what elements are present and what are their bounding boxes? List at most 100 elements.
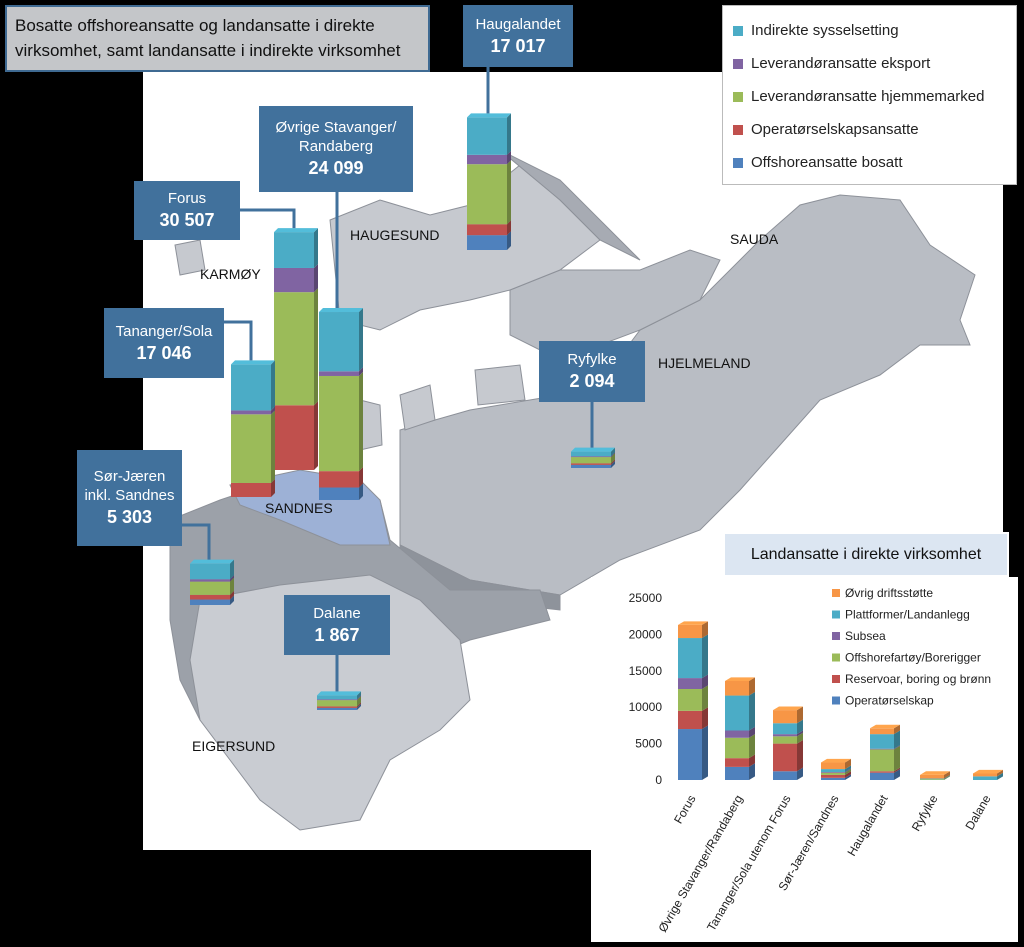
bar-side (271, 406, 275, 415)
bar-segment (773, 771, 797, 780)
region-name: Øvrige Stavanger/ Randaberg (275, 119, 397, 155)
place-label: SANDNES (265, 500, 333, 516)
legend-entry: Leverandøransatte hjemmemarked (733, 80, 1006, 113)
bar-side (230, 575, 234, 582)
bar-side (357, 691, 361, 700)
bar-segment (231, 414, 271, 483)
bar-side (230, 595, 234, 605)
bar-side (845, 758, 851, 770)
region-label: Haugalandet 17 017 (463, 5, 573, 67)
bar-segment (571, 464, 611, 468)
bar-segment (821, 769, 845, 772)
legend-label: Reservoar, boring og brønn (845, 672, 991, 686)
bar-segment (571, 457, 611, 464)
bar-segment (725, 758, 749, 767)
legend-label: Operatørselskapsansatte (751, 121, 919, 138)
bar-side (944, 771, 950, 779)
bar-side (749, 691, 755, 731)
bar-cap (319, 308, 363, 313)
bar-side (997, 772, 1003, 780)
legend-swatch (832, 589, 840, 597)
region-label: Tananger/Sola 17 046 (104, 308, 224, 378)
bar-segment (973, 773, 997, 777)
legend-entry: Leverandøransatte eksport (733, 47, 1006, 80)
legend-swatch (733, 124, 743, 135)
bar-segment (571, 456, 611, 458)
y-tick-label: 10000 (629, 700, 663, 714)
region-total: 2 094 (569, 371, 615, 391)
bar-cap (973, 769, 1003, 774)
region-total: 24 099 (308, 158, 364, 178)
bar-side (702, 634, 708, 679)
legend-label: Leverandøransatte eksport (751, 55, 931, 72)
place-label: HAUGESUND (350, 227, 439, 243)
bar-segment (319, 487, 359, 500)
bar-side (314, 228, 318, 268)
bar-side (749, 726, 755, 738)
bar-segment (821, 772, 845, 775)
bar-segment (467, 154, 507, 165)
legend-swatch (733, 91, 743, 102)
legend-label: Operatørselskap (845, 694, 934, 708)
legend-swatch (832, 632, 840, 640)
bar-side (611, 447, 615, 457)
bar-side (749, 734, 755, 759)
bar-cap (920, 771, 950, 775)
y-tick-label: 5000 (635, 737, 662, 751)
legend-swatch (733, 58, 743, 69)
bar-cap (821, 758, 851, 763)
place-label: HJELMELAND (658, 355, 751, 371)
bar-segment (571, 451, 611, 457)
region-name: Dalane (313, 604, 361, 622)
region-total: 17 046 (136, 342, 192, 363)
region-label: Øvrige Stavanger/ Randaberg 24 099 (259, 106, 413, 192)
bar-segment (821, 762, 845, 770)
bar-segment (274, 232, 314, 268)
bar-side (894, 745, 900, 750)
region-total: 30 507 (159, 210, 215, 230)
legend-entry: Offshoreansatte bosatt (733, 146, 1006, 179)
bar-cap (870, 724, 900, 729)
bar-segment (725, 730, 749, 738)
bar-side (357, 703, 361, 710)
legend-swatch (832, 696, 840, 705)
bar-segment (725, 695, 749, 731)
bar-side (845, 768, 851, 773)
bar-segment (678, 638, 702, 679)
bar-cap (678, 621, 708, 625)
place-label: SAUDA (730, 231, 779, 247)
bar-segment (317, 700, 357, 707)
place-label: EIGERSUND (192, 738, 275, 754)
legend-entry: Indirekte sysselsetting (733, 14, 1006, 47)
bar-segment (678, 729, 702, 780)
bar-side (702, 685, 708, 711)
place-label: KARMØY (200, 266, 261, 282)
bar-side (749, 677, 755, 696)
bar-segment (870, 748, 894, 750)
bar-side (271, 360, 275, 411)
bar-side (702, 725, 708, 780)
bar-side (357, 695, 361, 701)
region-name: Ryfylke (567, 351, 617, 368)
bar-side (314, 263, 318, 293)
bar-side (359, 371, 363, 472)
bar-segment (920, 774, 944, 779)
bar-cap (190, 559, 234, 564)
bar-side (797, 730, 803, 737)
bar-side (271, 478, 275, 497)
bar-side (894, 724, 900, 735)
bar-side (359, 483, 363, 500)
y-tick-label: 0 (655, 773, 662, 787)
legend-label: Øvrig driftsstøtte (845, 586, 933, 600)
bar-side (702, 707, 708, 730)
bar-segment (773, 734, 797, 737)
bar-segment (231, 482, 271, 497)
bar-segment (467, 164, 507, 225)
legend-swatch (733, 25, 743, 36)
bar-segment (317, 707, 357, 710)
bar-segment (274, 267, 314, 293)
y-tick-label: 15000 (629, 664, 663, 678)
bar-segment (317, 695, 357, 700)
bar-side (357, 696, 361, 707)
